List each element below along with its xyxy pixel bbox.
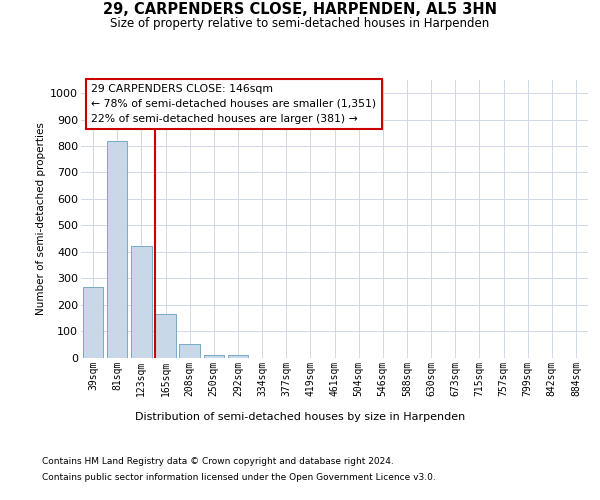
Bar (227, 355, 248, 358)
Bar (203, 355, 224, 358)
Text: Distribution of semi-detached houses by size in Harpenden: Distribution of semi-detached houses by … (135, 412, 465, 422)
Bar (131, 246, 152, 358)
Y-axis label: Number of semi-detached properties: Number of semi-detached properties (36, 122, 46, 315)
Bar (155, 314, 176, 358)
Bar (107, 141, 127, 358)
Text: Size of property relative to semi-detached houses in Harpenden: Size of property relative to semi-detach… (110, 18, 490, 30)
Bar (179, 344, 200, 358)
Text: 29, CARPENDERS CLOSE, HARPENDEN, AL5 3HN: 29, CARPENDERS CLOSE, HARPENDEN, AL5 3HN (103, 2, 497, 18)
Bar (83, 288, 103, 358)
Text: Contains public sector information licensed under the Open Government Licence v3: Contains public sector information licen… (42, 472, 436, 482)
Text: Contains HM Land Registry data © Crown copyright and database right 2024.: Contains HM Land Registry data © Crown c… (42, 458, 394, 466)
Text: 29 CARPENDERS CLOSE: 146sqm
← 78% of semi-detached houses are smaller (1,351)
22: 29 CARPENDERS CLOSE: 146sqm ← 78% of sem… (91, 84, 376, 124)
